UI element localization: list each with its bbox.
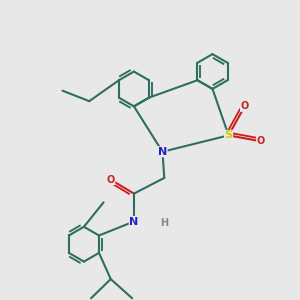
Text: N: N (158, 147, 167, 157)
Text: O: O (256, 136, 265, 146)
Text: N: N (129, 217, 139, 226)
Text: O: O (106, 175, 115, 185)
Text: H: H (160, 218, 168, 228)
Text: S: S (225, 130, 232, 140)
Text: O: O (241, 101, 249, 111)
